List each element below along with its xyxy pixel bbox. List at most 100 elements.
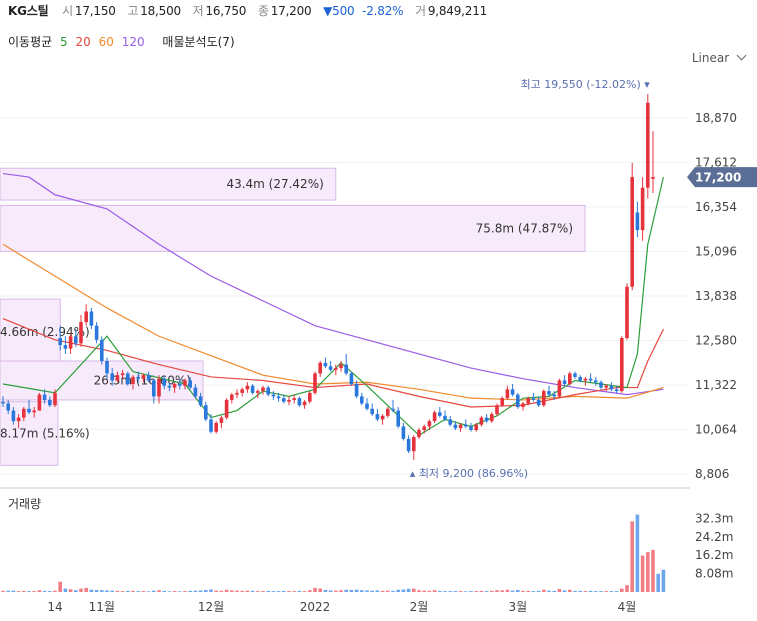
volume-bar [105, 590, 109, 592]
volume-bar [110, 590, 114, 592]
candle-body [422, 426, 426, 430]
volume-bar [594, 591, 598, 592]
volume-bar [651, 549, 655, 592]
volume-bar [583, 591, 588, 592]
candle-body [526, 398, 530, 404]
candle-body [6, 403, 10, 411]
candle-body [380, 415, 385, 420]
candle-body [271, 394, 276, 397]
candle-body [438, 412, 442, 416]
candle-body [250, 385, 255, 393]
candle-body [214, 422, 218, 432]
candle-body [198, 396, 203, 406]
volume-profile: 43.4m (27.42%) 75.8m (47.87%) 4.66m (2.94%… [0, 167, 586, 466]
volume-bar [562, 590, 567, 592]
candle-body [318, 362, 322, 374]
ma120-label[interactable]: 120 [121, 35, 145, 49]
volume-bar [542, 589, 546, 592]
volume-bar [526, 590, 530, 592]
volume-bar [464, 591, 468, 592]
volume-bar [432, 590, 437, 592]
volume-bar [204, 589, 208, 592]
close-label: 종 [257, 4, 269, 18]
volume-bar [42, 590, 47, 592]
volume-bar [84, 587, 88, 592]
candle-body [204, 405, 208, 420]
time-tick-label: 14 [47, 600, 62, 614]
candle-body [157, 378, 161, 397]
volume-bar [183, 591, 187, 592]
volume-bar [620, 588, 624, 592]
candle-body [308, 392, 312, 402]
volume-bar [370, 590, 374, 592]
candle-body [297, 398, 302, 406]
candle-body [396, 410, 400, 427]
volume-bar [401, 589, 406, 592]
volume-bar [308, 590, 312, 592]
ma60-label[interactable]: 60 [98, 35, 114, 49]
candle-body [568, 373, 572, 385]
volume-profile-label: 43.4m (27.42%) [226, 177, 323, 191]
volume-bar [354, 589, 359, 592]
candle-body [588, 378, 593, 381]
volume-bar [287, 591, 291, 592]
candle-body [412, 437, 416, 452]
volume-bar [79, 588, 83, 592]
candle-body [573, 373, 577, 377]
volume-bar [417, 590, 421, 592]
candle-body [287, 399, 291, 402]
volume-bar [131, 590, 135, 592]
volume-bar [198, 590, 203, 592]
volume-bar [536, 590, 541, 592]
volume-bar [386, 590, 390, 592]
candle-body [354, 384, 359, 397]
volume-bar [22, 590, 26, 592]
volume-bar [219, 590, 224, 592]
volume-bar [115, 590, 120, 592]
candle-body [48, 399, 52, 406]
volume-bar [380, 590, 385, 592]
price-tick-label: 16,354 [695, 200, 737, 214]
candle-body [22, 408, 26, 418]
volume-bar [406, 588, 411, 592]
candle-body [68, 336, 73, 349]
volume-bar [360, 590, 364, 592]
volume-bar [490, 590, 494, 592]
moving-average-label[interactable]: 이동평균 [8, 35, 53, 49]
candle-body [360, 396, 364, 404]
candle-body [261, 387, 265, 392]
candle-body [178, 384, 182, 386]
volume-bar [302, 591, 307, 592]
ma20-label[interactable]: 20 [75, 35, 91, 49]
candle-body [146, 375, 151, 381]
change-value: ▼500 [323, 4, 355, 18]
candle-body [89, 311, 94, 326]
volume-pane-title: 거래량 [8, 497, 42, 511]
candle-body [136, 376, 140, 379]
volume-profile-label[interactable]: 매물분석도(7) [162, 35, 235, 49]
candle-body [609, 385, 614, 390]
price-tick-label: 10,064 [695, 423, 737, 437]
ma5-label[interactable]: 5 [60, 35, 68, 49]
volume-bar [193, 590, 198, 592]
volume-bars [1, 514, 666, 592]
candle-body [344, 364, 348, 374]
candle-body [162, 378, 166, 386]
candle-body [302, 401, 307, 406]
candle-body [74, 336, 78, 344]
candle-body [224, 399, 229, 418]
volume-bar [146, 591, 151, 592]
volume-bar [635, 514, 640, 592]
candle-body [594, 380, 598, 383]
candle-body [375, 414, 380, 420]
candle-body [94, 325, 99, 340]
candle-body [620, 338, 624, 392]
volume-bar [250, 590, 255, 592]
volume-bar [100, 590, 104, 592]
candle-body [479, 417, 484, 425]
candle-body [230, 394, 234, 400]
volume-value: 9,849,211 [427, 4, 488, 18]
volume-bar [500, 590, 504, 592]
scale-toggle[interactable]: Linear [692, 50, 747, 65]
